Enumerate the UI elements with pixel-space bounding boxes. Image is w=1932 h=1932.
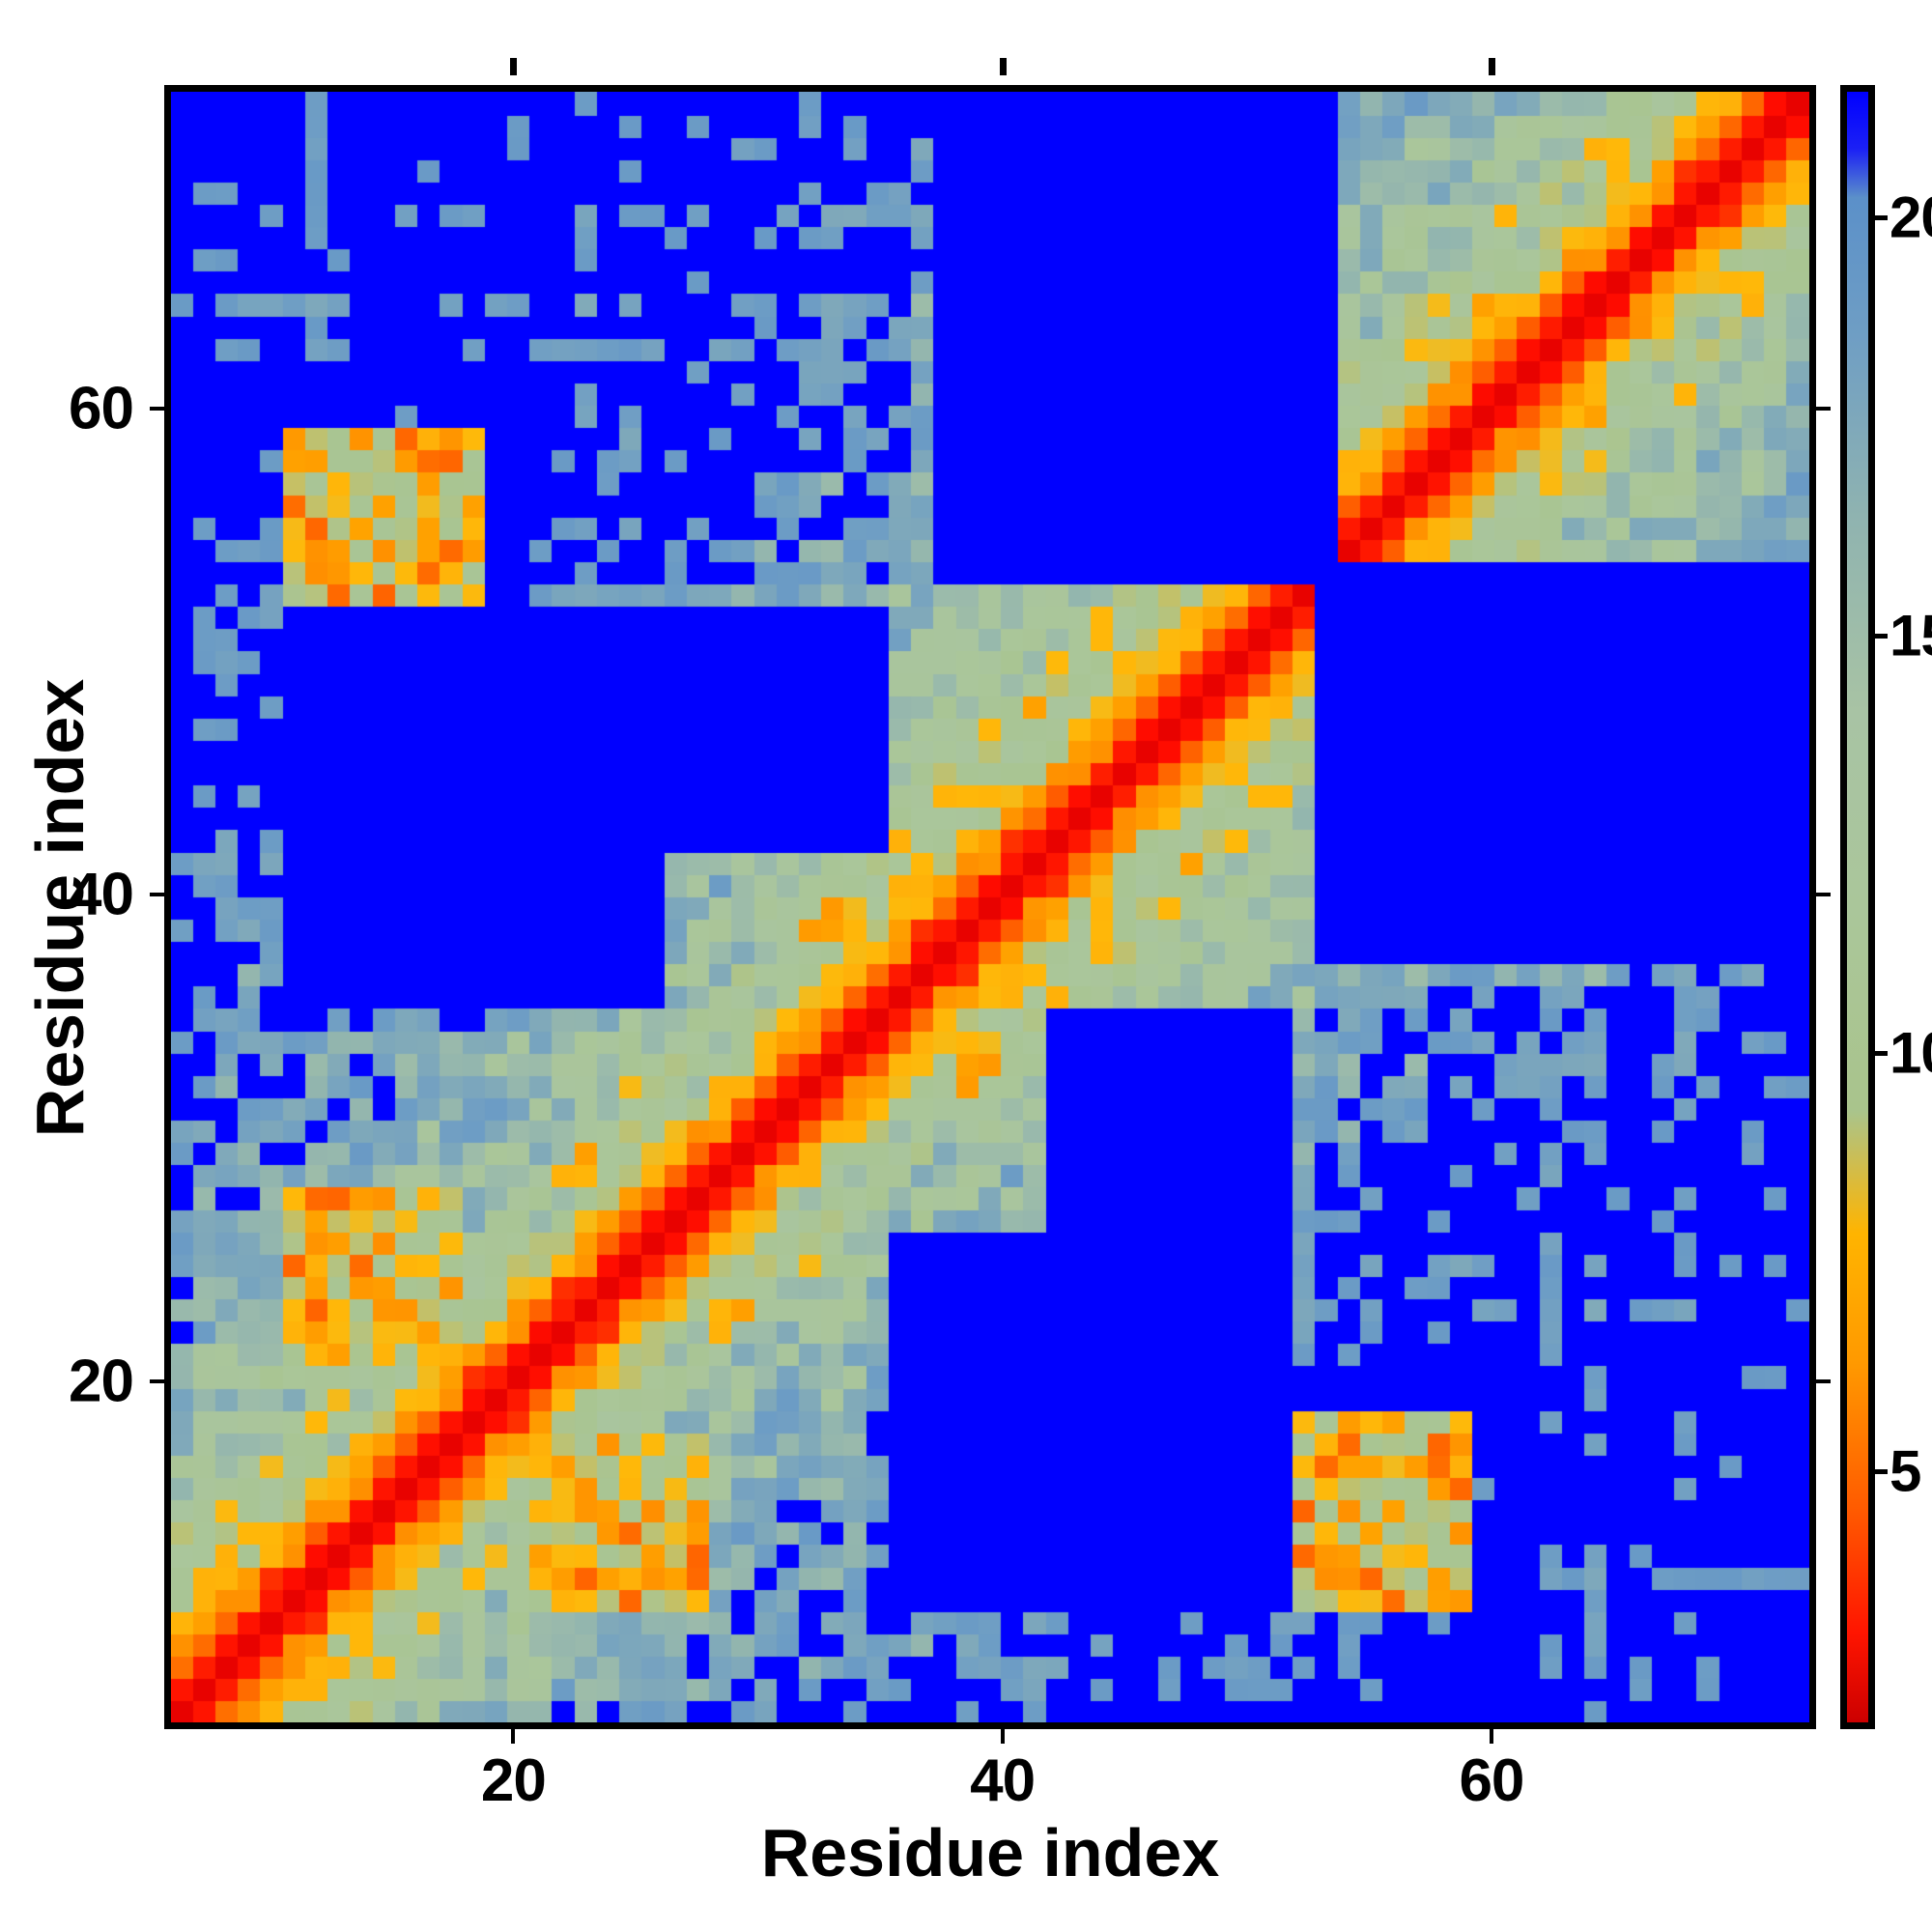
colorbar bbox=[1840, 85, 1875, 1729]
colorbar-tick-label: 15 bbox=[1889, 603, 1932, 668]
x-tick-mark bbox=[511, 1729, 516, 1744]
colorbar-tick-label: 5 bbox=[1889, 1438, 1921, 1504]
colorbar-tick-mark bbox=[1875, 633, 1888, 639]
x-tick-mark bbox=[1489, 1729, 1493, 1744]
y-tick-mark bbox=[150, 1379, 164, 1384]
y-axis-title: Residue index bbox=[22, 678, 98, 1138]
colorbar-tick-mark bbox=[1875, 1469, 1888, 1475]
y-tick-label: 20 bbox=[69, 1348, 134, 1415]
colorbar-tick-mark bbox=[1875, 214, 1888, 220]
colorbar-gradient bbox=[1847, 92, 1868, 1722]
x-tick-label: 60 bbox=[1459, 1747, 1524, 1814]
heatmap-plot-area bbox=[164, 85, 1816, 1729]
y-tick-mark-right bbox=[1816, 893, 1831, 897]
x-tick-mark bbox=[1000, 1729, 1005, 1744]
y-tick-mark-right bbox=[1816, 406, 1831, 411]
x-tick-mark-top bbox=[1488, 58, 1495, 75]
colorbar-tick-label: 20 bbox=[1889, 185, 1932, 250]
y-tick-mark bbox=[150, 893, 164, 897]
x-tick-label: 40 bbox=[970, 1747, 1036, 1814]
y-tick-mark bbox=[150, 406, 164, 411]
y-tick-label: 40 bbox=[69, 861, 134, 928]
y-tick-label: 60 bbox=[69, 375, 134, 442]
y-tick-mark-right bbox=[1816, 1379, 1831, 1384]
colorbar-tick-mark bbox=[1875, 1051, 1888, 1057]
x-axis-title: Residue index bbox=[760, 1815, 1220, 1890]
x-tick-mark-top bbox=[999, 58, 1007, 75]
x-tick-mark-top bbox=[510, 58, 518, 75]
x-tick-label: 20 bbox=[480, 1747, 547, 1814]
colorbar-tick-label: 10 bbox=[1889, 1020, 1932, 1086]
heatmap-canvas bbox=[171, 92, 1809, 1722]
